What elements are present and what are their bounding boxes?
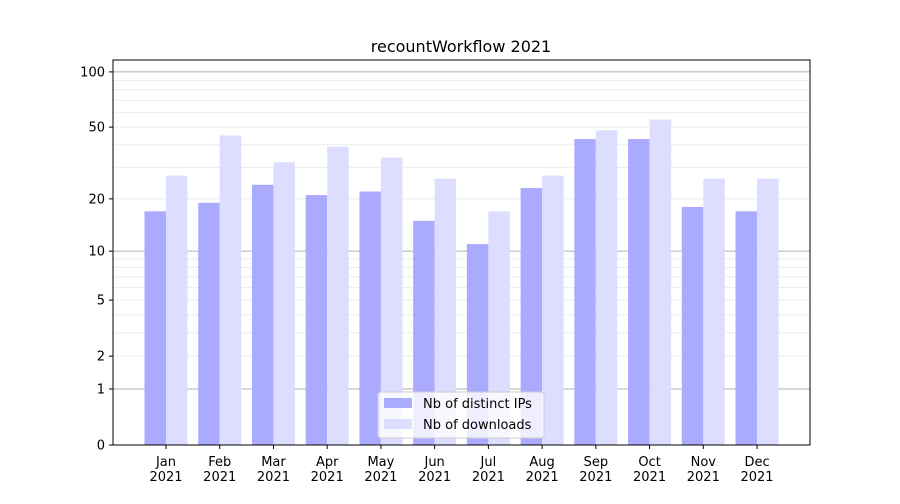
bar-downloads (273, 162, 295, 445)
bar-downloads (542, 175, 564, 445)
bar-distinct-ips (251, 184, 274, 445)
bar-distinct-ips (413, 220, 435, 445)
x-tick-label: Sep 2021 (579, 455, 612, 485)
bar-downloads (595, 130, 618, 445)
x-tick-label: Aug 2021 (526, 455, 559, 485)
x-tick-label: Oct 2021 (633, 455, 666, 485)
x-tick-label: Nov 2021 (687, 455, 720, 485)
bar-downloads (219, 135, 242, 445)
bar-distinct-ips (735, 211, 758, 445)
y-axis: 0 1 2 5 10 20 50 100 (80, 65, 113, 454)
x-tick-label: Jul 2021 (472, 455, 505, 485)
y-tick-label: 2 (97, 350, 105, 365)
bar-downloads (380, 157, 403, 446)
x-tick-label: Mar 2021 (257, 455, 290, 485)
legend-label: Nb of distinct IPs (423, 397, 532, 412)
bar-distinct-ips (144, 211, 166, 445)
y-tick-label: 100 (80, 65, 105, 80)
legend: Nb of distinct IPs Nb of downloads (377, 391, 545, 439)
bar-downloads (703, 178, 725, 446)
bar-distinct-ips (628, 139, 650, 446)
legend-swatch (384, 398, 412, 408)
plot-frame (112, 59, 811, 446)
y-tick-label: 0 (97, 439, 105, 454)
x-tick-label: Feb 2021 (203, 455, 236, 485)
bar-downloads (757, 178, 779, 446)
y-tick-label: 5 (97, 294, 105, 309)
bar-distinct-ips (359, 191, 381, 445)
chart-title: recountWorkflow 2021 (371, 37, 551, 56)
bar-downloads (649, 119, 672, 445)
bar-distinct-ips (574, 139, 596, 446)
y-tick-label: 10 (88, 245, 105, 260)
y-tick-label: 20 (88, 192, 105, 207)
x-axis: Jan 2021 Feb 2021 Mar 2021 Apr 2021 May 2021 Jun 20… (149, 445, 774, 485)
bars (144, 119, 779, 446)
bar-distinct-ips (198, 202, 220, 445)
bar-downloads (488, 211, 510, 445)
bar-downloads (434, 178, 457, 446)
legend-label: Nb of downloads (423, 418, 532, 433)
y-tick-label: 50 (88, 121, 105, 136)
x-tick-label: May 2021 (364, 455, 397, 485)
bar-distinct-ips (305, 195, 328, 445)
x-tick-label: Apr 2021 (311, 455, 344, 485)
x-tick-label: Jan 2021 (149, 455, 182, 485)
bar-downloads (166, 175, 188, 445)
legend-swatch (384, 419, 412, 429)
bar-distinct-ips (520, 188, 543, 445)
legend-box (377, 391, 545, 439)
bar-distinct-ips (681, 206, 704, 445)
bar-downloads (327, 146, 349, 446)
y-tick-label: 1 (97, 382, 105, 397)
x-tick-label: Jun 2021 (418, 455, 451, 485)
x-tick-label: Dec 2021 (740, 455, 773, 485)
